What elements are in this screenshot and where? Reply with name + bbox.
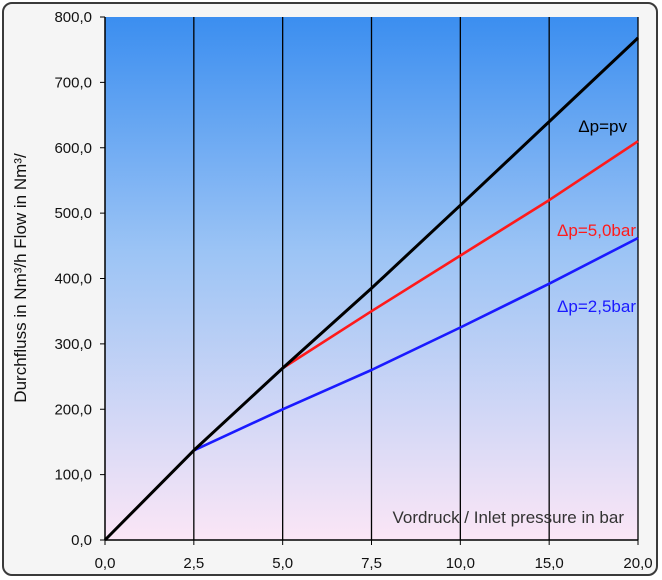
series-lines bbox=[103, 36, 640, 542]
x-tick-label: 0,0 bbox=[95, 555, 116, 572]
y-tick-label: 200,0 bbox=[54, 401, 92, 418]
series-line bbox=[103, 36, 640, 542]
y-tick-label: 400,0 bbox=[54, 271, 92, 288]
y-tick-label: 0,0 bbox=[71, 532, 92, 549]
x-tick-labels: 0,0 2,5 5,0 7,5 10,0 15,0 20,0 bbox=[95, 540, 653, 572]
series-label: Δp=pv bbox=[578, 117, 627, 136]
series-labels: Δp=pv Δp=5,0bar Δp=2,5bar bbox=[557, 117, 636, 316]
grid-lines bbox=[193, 17, 639, 540]
series-line bbox=[193, 236, 639, 452]
series-label: Δp=2,5bar bbox=[557, 297, 636, 316]
series-line bbox=[281, 140, 639, 370]
y-tick-label: 100,0 bbox=[54, 467, 92, 484]
x-tick-label: 20,0 bbox=[623, 555, 652, 572]
y-tick-label: 800,0 bbox=[54, 9, 92, 26]
series-label: Δp=5,0bar bbox=[557, 221, 636, 240]
x-tick-label: 15,0 bbox=[535, 555, 564, 572]
y-tick-label: 500,0 bbox=[54, 205, 92, 222]
x-tick-label: 7,5 bbox=[361, 555, 382, 572]
y-axis-label: Durchfluss in Nm³/h Flow in Nm³/ bbox=[11, 153, 30, 403]
y-tick-labels: 0,0 100,0 200,0 300,0 400,0 500,0 600,0 700,0 80… bbox=[54, 9, 105, 549]
x-tick-label: 5,0 bbox=[272, 555, 293, 572]
y-tick-label: 700,0 bbox=[54, 74, 92, 91]
x-tick-label: 2,5 bbox=[183, 555, 204, 572]
x-tick-label: 10,0 bbox=[446, 555, 475, 572]
x-annotation: Vordruck / Inlet pressure in bar bbox=[392, 508, 624, 527]
y-tick-label: 600,0 bbox=[54, 140, 92, 157]
y-tick-label: 300,0 bbox=[54, 336, 92, 353]
